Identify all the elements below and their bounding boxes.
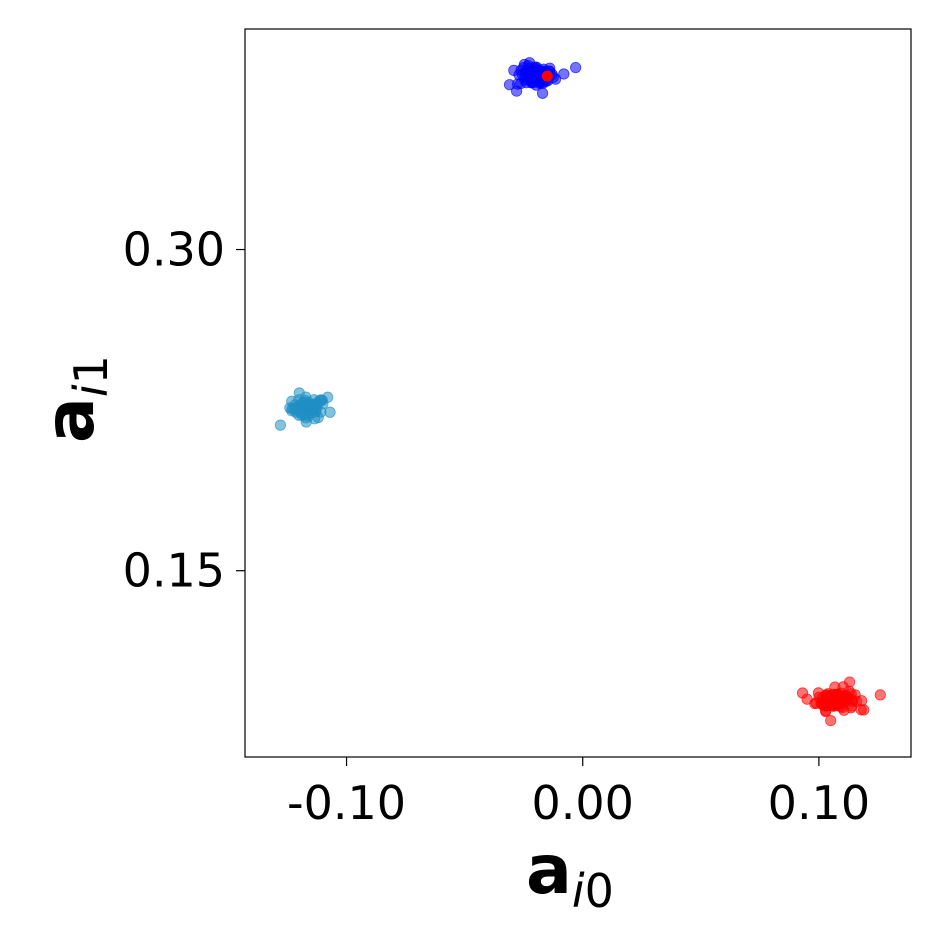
scatter-series-0 [274,387,336,431]
scatter-point [536,87,549,99]
scatter-point [558,68,570,80]
scatter-point [510,85,523,97]
scatter-series-2 [796,676,886,727]
scatter-point [845,688,857,700]
plot-area [274,57,886,727]
y-axis-label: ai1 [31,355,118,443]
scatter-point [297,397,309,409]
x-tick-label: 0.00 [532,776,634,830]
y-tick-label: 0.30 [123,223,225,277]
scatter-point [284,402,296,414]
x-axis-label-subscript-digit: 0 [585,864,614,918]
scatter-point [825,714,837,727]
x-tick-label: 0.10 [768,776,870,830]
scatter-point [317,398,329,410]
y-axis-label-main: a [31,397,110,443]
x-axis-ticks: -0.10 0.00 0.10 [287,757,870,830]
scatter-point [843,676,856,688]
x-axis-label-subscript-index: i [572,864,585,918]
scatter-point [527,64,540,77]
scatter-point [324,406,336,418]
scatter-point [503,79,516,91]
scatter-point [274,419,287,431]
scatter-point [801,693,813,705]
y-axis-label-subscript-index: i [64,384,118,397]
scatter-point [303,410,315,422]
scatter-point [570,61,582,74]
x-tick-label: -0.10 [287,776,406,830]
scatter-point [518,61,530,74]
x-axis-label-main: a [526,831,572,910]
scatter-point [874,689,886,701]
plot-frame [244,28,912,758]
highlight-point [541,70,553,82]
scatter-point [293,387,305,399]
scatter-point [858,704,870,716]
y-axis-label-subscript-digit: 1 [64,355,118,384]
scatter-point [845,702,857,714]
x-axis-label: ai0 [526,831,614,918]
scatter-point [856,695,868,707]
scatter-point [822,689,834,701]
y-axis-ticks: 0.15 0.30 [123,223,245,598]
y-tick-label: 0.15 [123,544,225,598]
